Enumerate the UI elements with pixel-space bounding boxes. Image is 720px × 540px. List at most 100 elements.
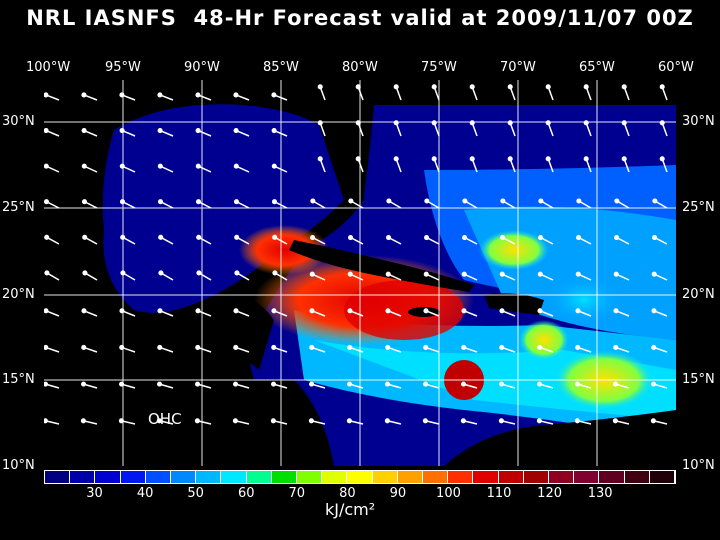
- wind-arrow-head: [82, 270, 88, 276]
- wind-arrow-head: [44, 128, 49, 134]
- colorbar-swatch: [372, 471, 398, 483]
- wind-arrow-head: [158, 270, 164, 276]
- wind-arrow-head: [537, 308, 543, 314]
- wind-arrow-head: [346, 381, 353, 387]
- wind-arrow-head: [156, 418, 162, 424]
- colorbar-swatch: [95, 471, 121, 483]
- gulf-of-mexico: [102, 104, 344, 313]
- colorbar-swatch: [171, 471, 197, 483]
- map-title: NRL IASNFS 48-Hr Forecast valid at 2009/…: [26, 6, 694, 30]
- lon-label: 90°W: [184, 60, 220, 75]
- wind-arrow-head: [196, 270, 202, 276]
- wind-arrow-head: [195, 199, 202, 205]
- colorbar-swatch: [599, 471, 625, 483]
- colorbar-swatch: [145, 471, 172, 483]
- wind-arrow-head: [271, 199, 278, 205]
- wind-arrow-head: [157, 163, 163, 169]
- wind-arrow-head: [44, 418, 48, 424]
- colorbar-swatch: [246, 471, 272, 483]
- lon-label: 75°W: [421, 60, 457, 75]
- colorbar-swatch: [196, 471, 222, 483]
- wind-arrow-head: [537, 271, 543, 277]
- wind-arrow-head: [575, 271, 581, 277]
- lat-label: 15°N: [2, 372, 35, 387]
- wind-arrow-head: [659, 120, 665, 126]
- wind-arrow-head: [81, 344, 87, 351]
- wind-arrow-head: [469, 120, 475, 126]
- wind-arrow-head: [348, 198, 354, 204]
- wind-arrow-head: [461, 344, 467, 351]
- central-america: [44, 336, 324, 466]
- wind-arrow-head: [500, 198, 506, 204]
- wind-arrow-head: [44, 92, 49, 98]
- wind-arrow-head: [385, 344, 391, 351]
- wind-arrow-head: [157, 199, 164, 205]
- wind-arrow-head: [156, 381, 163, 387]
- colorbar-swatch: [347, 471, 373, 483]
- wind-arrow-head: [158, 234, 164, 240]
- wind-arrow-head: [271, 92, 277, 98]
- wind-arrow-head: [469, 84, 475, 90]
- wind-arrow-head: [536, 418, 542, 424]
- colorbar-swatch: [523, 471, 550, 483]
- wind-arrow-head: [271, 344, 277, 351]
- colorbar-swatch: [473, 471, 499, 483]
- wind-arrow-head: [659, 156, 665, 162]
- wind-arrow-head: [308, 418, 314, 424]
- wind-arrow-head: [462, 235, 468, 241]
- wind-arrow-head: [233, 199, 240, 205]
- wind-arrow-head: [120, 270, 126, 276]
- wind-arrow-head: [431, 84, 437, 90]
- wind-arrow-head: [118, 418, 124, 424]
- wind-arrow-head: [545, 120, 551, 126]
- wind-arrow-head: [346, 418, 352, 424]
- colorbar-swatch: [574, 471, 600, 483]
- wind-arrow-head: [194, 418, 200, 424]
- wind-arrow-head: [233, 163, 239, 169]
- wind-arrow-head: [80, 418, 86, 424]
- wind-arrow-head: [44, 344, 49, 351]
- wind-arrow-head: [499, 344, 505, 351]
- wind-arrow-head: [270, 418, 276, 424]
- colorbar-swatch: [624, 471, 650, 483]
- wind-arrow-head: [195, 92, 201, 98]
- colorbar-swatch: [221, 471, 247, 483]
- lon-label: 60°W: [658, 60, 694, 75]
- wind-arrow-head: [385, 271, 391, 277]
- wind-arrow-head: [469, 156, 475, 162]
- wind-arrow-head: [82, 234, 88, 240]
- wind-arrow-head: [507, 84, 513, 90]
- wind-arrow-head: [44, 199, 50, 205]
- wind-arrow-head: [575, 308, 581, 314]
- wind-arrow-head: [650, 381, 657, 387]
- colorbar-swatch: [397, 471, 424, 483]
- wind-arrow-head: [384, 381, 391, 387]
- wind-arrow-head: [460, 418, 466, 424]
- wind-arrow-head: [651, 308, 657, 314]
- wind-arrow-head: [385, 308, 391, 314]
- colorbar-tick: 70: [288, 486, 306, 501]
- wind-arrow-head: [271, 308, 277, 314]
- wind-arrow-head: [317, 120, 323, 126]
- wind-arrow-head: [44, 381, 49, 387]
- wind-arrow-head: [576, 198, 582, 204]
- lon-label: 80°W: [342, 60, 378, 75]
- wind-arrow-head: [574, 381, 581, 387]
- colorbar-tick: 60: [237, 486, 255, 501]
- colorbar-swatch: [549, 471, 575, 483]
- colorbar-tick: 100: [436, 486, 461, 501]
- wind-arrow-head: [651, 344, 657, 351]
- wind-arrow-head: [462, 198, 468, 204]
- wind-arrow-head: [545, 156, 551, 162]
- wind-arrow-head: [651, 271, 657, 277]
- wind-arrow-head: [537, 344, 543, 351]
- wind-arrow-head: [574, 418, 580, 424]
- wind-arrow-head: [500, 235, 506, 241]
- wind-arrow-head: [233, 308, 239, 314]
- wind-arrow-head: [44, 270, 50, 276]
- wind-arrow-head: [317, 156, 323, 162]
- wind-arrow-head: [621, 120, 627, 126]
- wind-arrow-head: [386, 198, 392, 204]
- wind-arrow-head: [613, 308, 619, 314]
- wind-arrow-head: [613, 344, 619, 351]
